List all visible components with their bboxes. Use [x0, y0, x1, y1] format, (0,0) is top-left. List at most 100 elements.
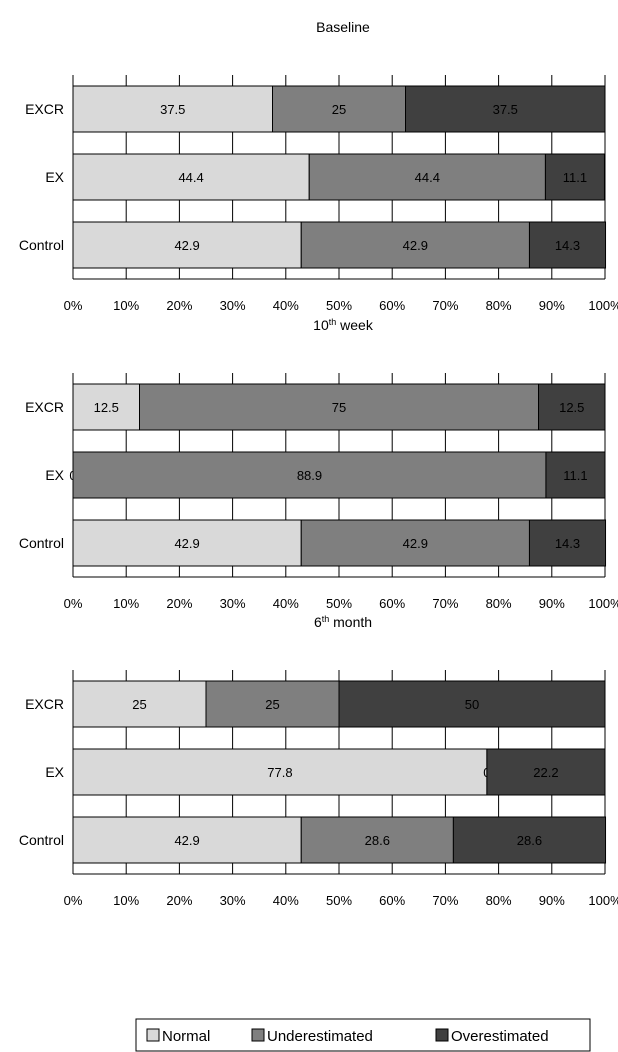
data-label: 22.2 [533, 765, 558, 780]
legend-swatch-overestimated [435, 1028, 449, 1042]
chart-title: 10th week [313, 317, 374, 333]
data-label: 44.4 [415, 170, 440, 185]
category-label-control: Control [19, 237, 64, 253]
data-label: 42.9 [174, 833, 199, 848]
x-tick-label: 40% [273, 298, 299, 313]
bar-segment-overestimated [544, 153, 605, 201]
bar-segment-underestimated [72, 451, 547, 499]
chart-panel-1: Baseline EXCR 37.5 25 37.5 EX 44.4 44.4 11.1 Cont… [19, 19, 618, 313]
x-tick-label: 50% [326, 298, 352, 313]
legend-label-normal: Normal [162, 1028, 210, 1045]
data-label: 88.9 [297, 468, 322, 483]
data-label: 14.3 [555, 536, 580, 551]
bar-segment-normal [72, 383, 140, 431]
x-tick-label: 100% [588, 893, 618, 908]
bar-segment-normal [72, 748, 488, 796]
bar-segment-normal [72, 221, 302, 269]
bar-segment-underestimated [308, 153, 546, 201]
data-label: 42.9 [174, 536, 199, 551]
chart-title: Baseline [316, 19, 370, 35]
data-label: 25 [332, 102, 346, 117]
x-tick-label: 20% [166, 893, 192, 908]
bar-segment-overestimated [545, 451, 606, 499]
bar-segment-underestimated [300, 519, 530, 567]
data-label: 12.5 [94, 400, 119, 415]
x-tick-label: 80% [486, 298, 512, 313]
legend-item-underestimated: Underestimated [251, 1028, 373, 1045]
legend-label-underestimated: Underestimated [267, 1028, 373, 1045]
data-label: 77.8 [267, 765, 292, 780]
x-tick-label: 70% [432, 596, 458, 611]
data-label: 42.9 [403, 238, 428, 253]
data-label: 75 [332, 400, 346, 415]
x-tick-label: 0% [64, 298, 83, 313]
category-label-ex: EX [45, 169, 64, 185]
x-tick-label: 20% [166, 298, 192, 313]
x-tick-label: 90% [539, 596, 565, 611]
x-tick-label: 100% [588, 596, 618, 611]
bar-segment-overestimated [338, 680, 606, 728]
x-tick-label: 30% [220, 298, 246, 313]
legend-box [135, 1018, 591, 1052]
x-tick-label: 10% [113, 893, 139, 908]
bar-segment-underestimated [205, 680, 340, 728]
x-tick-label: 20% [166, 596, 192, 611]
category-label-ex: EX [45, 467, 64, 483]
x-tick-label: 60% [379, 596, 405, 611]
bar-segment-overestimated [405, 85, 606, 133]
legend-item-normal: Normal [146, 1028, 210, 1045]
x-tick-label: 100% [588, 298, 618, 313]
legend-label-overestimated: Overestimated [451, 1028, 549, 1045]
bar-segment-normal [72, 519, 302, 567]
x-tick-label: 90% [539, 893, 565, 908]
data-label: 42.9 [174, 238, 199, 253]
category-label-control: Control [19, 535, 64, 551]
x-tick-label: 30% [220, 596, 246, 611]
data-label: 37.5 [160, 102, 185, 117]
bar-segment-overestimated [528, 519, 607, 567]
x-tick-label: 70% [432, 893, 458, 908]
data-label: 11.1 [563, 468, 587, 483]
category-label-excr: EXCR [25, 399, 64, 415]
data-label: 11.1 [563, 170, 587, 185]
data-label: 28.6 [517, 833, 542, 848]
bar-segment-normal [72, 85, 273, 133]
x-tick-label: 50% [326, 596, 352, 611]
data-label: 25 [132, 697, 146, 712]
data-label: 37.5 [493, 102, 518, 117]
legend-swatch-underestimated [251, 1028, 265, 1042]
data-label: 12.5 [559, 400, 584, 415]
bar-segment-underestimated [272, 85, 406, 133]
x-tick-label: 10% [113, 298, 139, 313]
x-tick-label: 0% [64, 596, 83, 611]
data-label: 44.4 [178, 170, 203, 185]
x-tick-label: 0% [64, 893, 83, 908]
x-tick-label: 10% [113, 596, 139, 611]
data-label: 28.6 [365, 833, 390, 848]
legend-swatch-normal [146, 1028, 160, 1042]
data-label: 25 [265, 697, 279, 712]
x-tick-label: 70% [432, 298, 458, 313]
x-tick-label: 60% [379, 893, 405, 908]
x-tick-label: 30% [220, 893, 246, 908]
data-label: 50 [465, 697, 479, 712]
category-label-ex: EX [45, 764, 64, 780]
legend-item-overestimated: Overestimated [435, 1028, 549, 1045]
x-tick-label: 50% [326, 893, 352, 908]
bar-segment-overestimated [486, 748, 606, 796]
chart-panel-2: 10th weekEXCR12.57512.5EX088.911.1Contro… [19, 317, 618, 611]
x-tick-label: 60% [379, 298, 405, 313]
bar-segment-overestimated [538, 383, 606, 431]
bar-segment-normal [72, 816, 302, 864]
bar-segment-overestimated [452, 816, 607, 864]
category-label-excr: EXCR [25, 101, 64, 117]
category-label-excr: EXCR [25, 696, 64, 712]
chart-title: 6th month [314, 614, 372, 630]
data-label: 14.3 [555, 238, 580, 253]
bar-segment-overestimated [528, 221, 607, 269]
category-label-control: Control [19, 832, 64, 848]
x-tick-label: 40% [273, 596, 299, 611]
chart-panel-3: 6th monthEXCR252550EX77.8022.2Control42.… [19, 614, 618, 908]
bar-segment-underestimated [300, 816, 454, 864]
